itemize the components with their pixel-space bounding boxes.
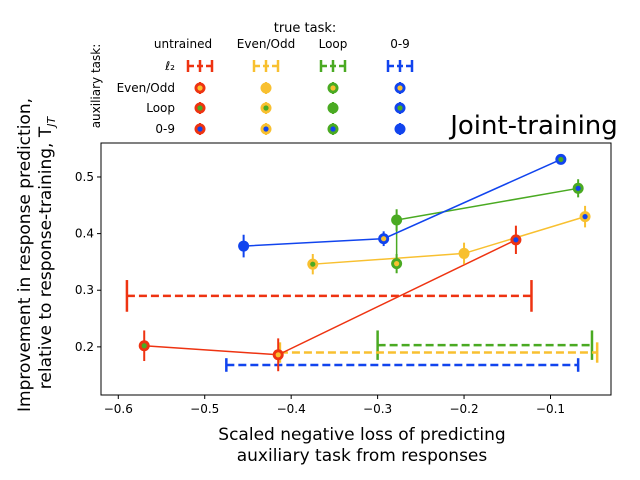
legend-column-label: 0-9 [390,37,410,51]
legend-marker-loop-even_odd-center [330,85,336,91]
legend-row-label: Loop [146,101,175,115]
legend-column-label: Even/Odd [237,37,295,51]
plot-frame [100,142,612,396]
series-line-loop [395,187,579,264]
data-point-untrained-aux-zero_nine-center [513,237,519,243]
x-tick-label: −0.2 [449,402,478,416]
legend-row-label: Even/Odd [117,81,175,95]
data-point-loop-aux-zero_nine-center [575,185,581,191]
x-tick-label: −0.3 [363,402,392,416]
data-point-zero_nine-aux-loop-center [558,156,564,163]
chart-title: Joint-training [448,111,618,141]
legend-row-label: 0-9 [155,122,175,136]
legend-title: true task: [274,21,337,36]
legend-column-label: Loop [319,37,348,51]
x-tick-label: −0.6 [104,402,133,416]
legend-marker-even_odd-even_odd [260,82,272,94]
x-tick-label: −0.5 [190,402,219,416]
data-point-loop-aux-loop [391,214,403,226]
y-tick-label: 0.2 [75,340,94,354]
legend-column-label: untrained [154,37,212,51]
legend-row-label: ℓ₂ [164,59,175,73]
data-point-zero_nine-aux-even_odd-center [381,236,387,242]
y-axis-label-subscript: JT [45,116,58,129]
data-point-even_odd-aux-zero_nine-center [582,214,588,220]
data-point-untrained-aux-loop-center [141,343,147,349]
x-axis-label-line-1: Scaled negative loss of predicting [218,425,505,445]
legend-side-label: auxiliary task: [89,44,103,129]
y-tick-label: 0.4 [75,227,94,241]
legend-marker-even_odd-loop-center [263,105,269,111]
y-axis-label-line-1: Improvement in response prediction, [15,98,35,412]
y-axis-label-line-2: relative to response-training, TJT [36,116,58,390]
x-tick-label: −0.1 [536,402,565,416]
data-point-loop-aux-even_odd-center [394,261,400,267]
y-tick-label: 0.3 [75,283,94,297]
legend-marker-loop-zero_nine-center [330,126,336,132]
x-axis-label-line-2: auxiliary task from responses [237,446,488,466]
y-tick-label: 0.5 [75,170,94,184]
legend-marker-untrained-loop-center [197,105,203,111]
plot-area: −0.6 −0.5 −0.4 −0.3 −0.2 −0.1 0.2 0.3 0.4 0.5 [75,142,612,416]
legend-marker-even_odd-zero_nine-center [263,126,269,132]
legend-marker-loop-loop [327,102,339,114]
legend-marker-zero_nine-loop-center [397,105,403,111]
legend: true task: auxiliary task: untrained Even… [89,21,414,136]
legend-marker-untrained-zero_nine-center [197,126,203,132]
data-point-zero_nine-aux-zero_nine [238,240,250,252]
legend-marker-zero_nine-zero_nine [394,123,406,135]
data-point-untrained-aux-even_odd-center [275,352,281,358]
legend-marker-zero_nine-even_odd-center [397,85,403,91]
legend-marker-untrained-even_odd-center [197,85,203,91]
x-tick-label: −0.4 [277,402,306,416]
data-point-even_odd-aux-even_odd [458,247,470,259]
y-axis-label-text: relative to response-training, T [36,126,56,389]
series-line-zero_nine [243,158,562,247]
data-point-even_odd-aux-loop-center [310,261,316,267]
